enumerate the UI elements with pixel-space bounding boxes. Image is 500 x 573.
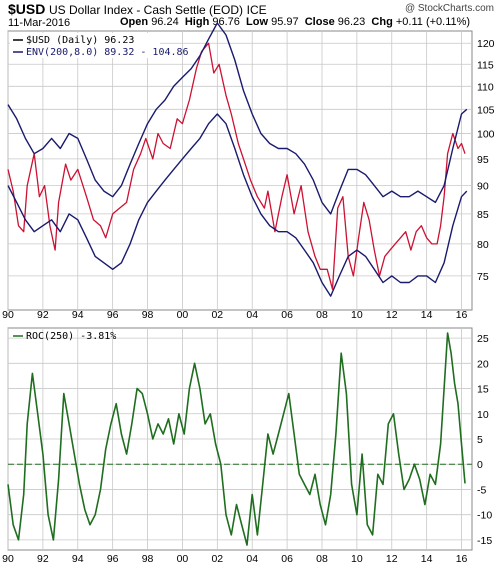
x-tick-label: 98 [142,309,154,321]
y-tick-label: 110 [477,81,494,93]
x-tick-label: 02 [211,553,223,565]
x-tick-label: 00 [177,309,189,321]
x-tick-label: 14 [421,309,433,321]
price-panel: 90 92 94 96 98 00 02 04 06 08 10 12 14 16 75 80 85 90 95 10… [2,22,495,321]
x-tick-label: 12 [386,553,398,565]
x-tick-label: 94 [72,309,84,321]
legend-envelope: ENV(200,8.0) 89.32 - 104.86 [26,47,189,58]
y-tick-label: 25 [477,333,489,345]
x-tick-label: 00 [177,553,189,565]
envelope-lower-line [7,113,468,297]
x-tick-label: 16 [456,309,468,321]
x-tick-label: 92 [37,309,49,321]
high-label: High [184,16,210,28]
x-tick-label: 90 [2,553,14,565]
y-tick-label: -10 [477,510,492,522]
y-tick-label: 20 [477,358,489,370]
legend-price: $USD (Daily) 96.23 [26,35,134,46]
y-tick-label: 80 [477,239,489,251]
y-tick-label: 105 [477,104,495,116]
x-tick-label: 16 [456,553,468,565]
y-tick-label: -15 [477,535,492,547]
x-tick-label: 10 [351,553,363,565]
chg-value: +0.11 (+0.11%) [395,16,471,28]
y-tick-label: 10 [477,409,489,421]
chg-label: Chg [371,16,393,28]
stockcharts-credit[interactable]: @ StockCharts.com [404,3,494,14]
y-tick-label: -5 [477,484,486,496]
low-label: Low [246,16,269,28]
close-label: Close [304,16,335,28]
x-tick-label: 10 [351,309,363,321]
y-tick-label: 0 [477,459,483,471]
y-tick-label: 115 [477,59,494,71]
x-tick-label: 08 [316,309,328,321]
y-tick-label: 75 [477,271,489,283]
x-tick-label: 12 [386,309,398,321]
instrument-name: US Dollar Index - Cash Settle (EOD) [48,3,244,17]
x-tick-label: 90 [2,309,14,321]
symbol: $USD [8,1,46,17]
open-value: 96.24 [151,16,179,28]
x-tick-label: 02 [211,309,223,321]
chart-title: $USD US Dollar Index - Cash Settle (EOD)… [8,1,267,17]
x-tick-label: 14 [421,553,433,565]
x-tick-label: 04 [246,553,258,565]
x-tick-label: 96 [107,309,119,321]
legend-roc: ROC(250) -3.81% [26,331,116,342]
roc-panel: 90 92 94 96 98 00 02 04 06 08 10 12 14 16 -15 -10 -5 0 5 10… [2,327,492,565]
x-tick-label: 06 [281,553,293,565]
ohlc-readout: Open 96.24 High 96.76 Low 95.97 Close 96… [120,16,470,28]
y-tick-label: 85 [477,209,489,221]
x-tick-label: 96 [107,553,119,565]
y-tick-label: 100 [477,128,495,140]
y-tick-label: 15 [477,384,489,396]
y-tick-label: 95 [477,154,489,166]
x-tick-label: 08 [316,553,328,565]
x-tick-label: 98 [142,553,154,565]
exchange: ICE [246,3,267,17]
open-label: Open [120,16,149,28]
legend-box [10,33,160,58]
y-tick-label: 120 [477,38,495,50]
close-value: 96.23 [337,16,366,28]
y-tick-label: 90 [477,181,489,193]
price-line [7,42,466,290]
x-tick-label: 94 [72,553,84,565]
x-tick-label: 06 [281,309,293,321]
roc-line [7,332,466,546]
y-tick-label: 5 [477,434,483,446]
low-value: 95.97 [271,16,299,28]
quote-date: 11-Mar-2016 [8,17,71,29]
x-tick-label: 04 [246,309,258,321]
envelope-upper-line [7,22,468,215]
x-tick-label: 92 [37,553,49,565]
